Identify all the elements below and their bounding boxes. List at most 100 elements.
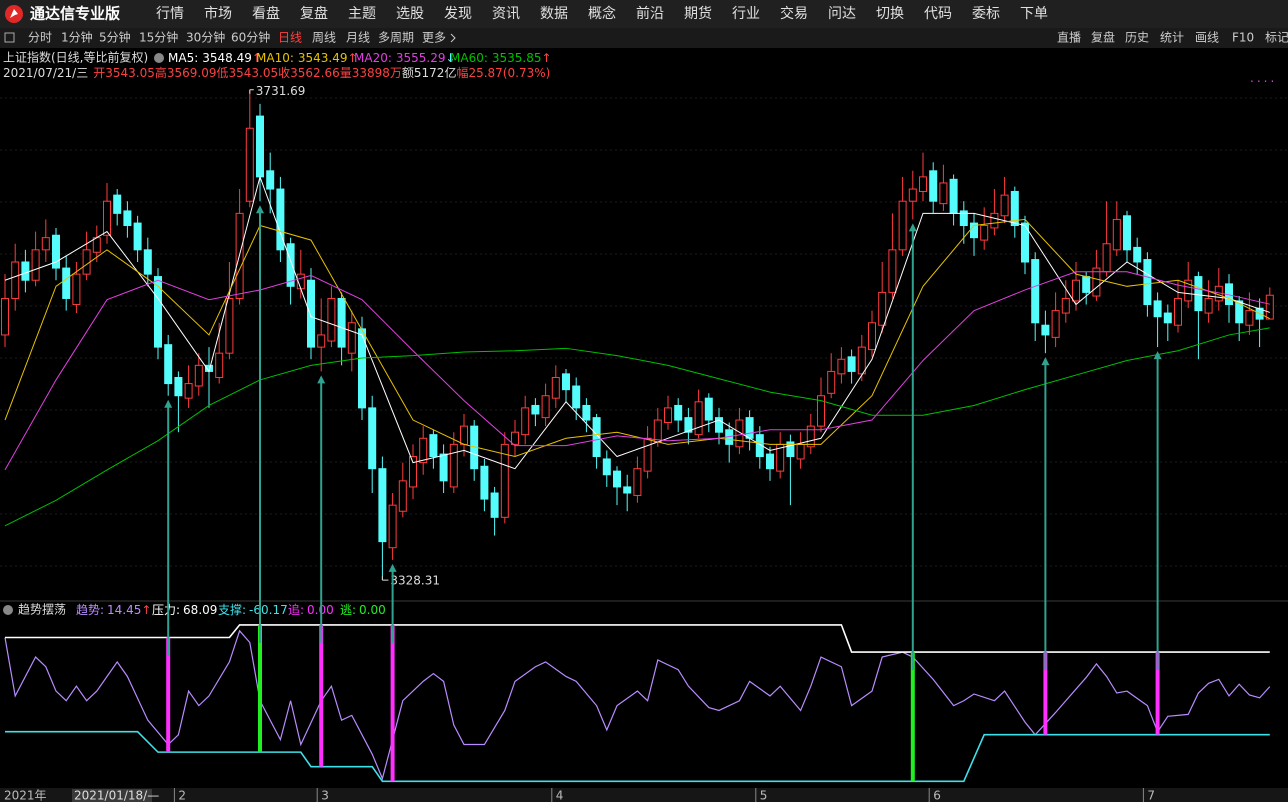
candle-body xyxy=(103,200,111,236)
candle-body xyxy=(439,453,448,482)
tool-button[interactable]: 复盘 xyxy=(1091,30,1115,45)
period-tab[interactable]: 1分钟 xyxy=(61,30,93,45)
ma-name: MA20: xyxy=(354,51,392,65)
menu-item[interactable]: 数据 xyxy=(540,6,568,22)
candle-body xyxy=(21,261,30,281)
period-tab[interactable]: 日线 xyxy=(278,31,302,45)
chart-title: 上证指数(日线,等比前复权) xyxy=(3,50,148,65)
candle-body xyxy=(868,322,876,351)
period-tab[interactable]: 更多 xyxy=(422,31,446,45)
menu-item[interactable]: 切换 xyxy=(876,5,904,22)
candle-body xyxy=(1010,190,1019,227)
period-tab[interactable]: 5分钟 xyxy=(99,30,131,45)
quote-stat: 收3562.66 xyxy=(278,66,340,80)
signal-bar xyxy=(1155,652,1160,735)
tool-button[interactable]: 画线 xyxy=(1195,31,1219,45)
candle-body xyxy=(133,222,142,251)
menu-item[interactable]: 资讯 xyxy=(492,6,520,22)
tool-button[interactable]: 历史 xyxy=(1125,31,1149,45)
menu-item[interactable]: 代码 xyxy=(924,6,952,22)
menu-item[interactable]: 概念 xyxy=(588,5,616,22)
candle-body xyxy=(959,210,968,227)
candle-body xyxy=(327,297,336,342)
app-title: 通达信专业版 xyxy=(30,5,120,23)
tool-button[interactable]: 标记 xyxy=(1265,31,1288,45)
candle-body xyxy=(1174,297,1182,326)
x-tick-label: 3 xyxy=(321,789,329,802)
signal-bar xyxy=(319,624,324,767)
menu-item[interactable]: 复盘 xyxy=(300,5,328,22)
candle-body xyxy=(194,364,203,387)
menu-item[interactable]: 交易 xyxy=(780,5,808,22)
tool-button[interactable]: F10 xyxy=(1232,31,1254,45)
period-tab[interactable]: 多周期 xyxy=(378,31,414,45)
tool-button[interactable]: 统计 xyxy=(1160,31,1184,45)
logo-mark xyxy=(10,9,18,18)
low-marker xyxy=(381,576,389,581)
menu-item[interactable]: 下单 xyxy=(1020,6,1048,22)
period-tab[interactable]: 周线 xyxy=(312,31,336,45)
candle-body xyxy=(419,437,428,464)
menu-item[interactable]: 期货 xyxy=(684,5,712,22)
ma-value: 3555.29 xyxy=(396,51,446,65)
candle-body xyxy=(796,443,805,460)
indicator-legend: 追:0.00 xyxy=(288,602,334,617)
pressure-line xyxy=(5,624,1270,653)
legend-name: 逃: xyxy=(340,603,356,617)
settings-icon xyxy=(154,53,164,63)
menu-item[interactable]: 委标 xyxy=(972,6,1000,22)
period-tab[interactable]: 月线 xyxy=(346,31,370,45)
period-tab[interactable]: 60分钟 xyxy=(231,30,270,45)
candle-body xyxy=(256,115,264,178)
menu-item[interactable]: 问达 xyxy=(828,6,856,22)
candle-body xyxy=(225,297,234,354)
menu-item[interactable]: 市场 xyxy=(204,5,232,22)
candle-body xyxy=(1235,300,1244,324)
candle-body xyxy=(674,404,683,421)
cursor-date: 2021/01/18/— xyxy=(74,789,159,802)
year-label: 2021年 xyxy=(4,789,47,802)
candle-body xyxy=(154,276,162,348)
quote-stat: 额5172亿 xyxy=(402,65,457,80)
signal-bar xyxy=(910,652,915,782)
candle-body xyxy=(633,468,642,496)
high-marker xyxy=(249,89,254,94)
candle-body xyxy=(429,434,438,458)
candle-body xyxy=(123,210,132,227)
ma-line xyxy=(4,327,1270,527)
candle-body xyxy=(398,480,407,512)
tool-button[interactable]: 直播 xyxy=(1057,31,1081,45)
menu-item[interactable]: 发现 xyxy=(444,6,472,22)
menu-item[interactable]: 选股 xyxy=(396,6,424,22)
candle-body xyxy=(113,194,122,214)
candle-body xyxy=(307,279,315,348)
indicator-legend: 逃: 0.00 xyxy=(340,603,386,617)
period-tab[interactable]: 15分钟 xyxy=(139,30,178,45)
candle-body xyxy=(1123,215,1131,251)
period-tab[interactable]: 分时 xyxy=(28,31,52,45)
menu-item[interactable]: 看盘 xyxy=(252,5,280,22)
menu-item[interactable]: 行情 xyxy=(156,6,184,22)
legend-name: 压力: xyxy=(152,603,180,617)
arrow-head xyxy=(908,223,917,232)
ma-legend: MA20: 3555.29↓ xyxy=(354,51,456,65)
candle-body xyxy=(857,346,866,375)
legend-value: -60.17 xyxy=(249,603,288,617)
candle-body xyxy=(1051,310,1060,338)
candle-body xyxy=(480,465,489,500)
ma-name: MA5: xyxy=(168,51,198,65)
period-tab[interactable]: 30分钟 xyxy=(186,30,225,45)
indicator-legend: 压力: 68.09 xyxy=(152,603,217,617)
ma-name: MA60: xyxy=(450,51,488,65)
ma-arrow: ↑ xyxy=(542,51,552,65)
ma-value: 3548.49 xyxy=(202,51,252,65)
candle-body xyxy=(1245,310,1254,326)
quote-stat: 开3543.05 xyxy=(93,66,155,80)
candle-body xyxy=(623,486,632,494)
candle-body xyxy=(52,234,60,269)
candle-body xyxy=(449,443,458,488)
ma-arrow: ↑ xyxy=(348,51,358,65)
menu-item[interactable]: 行业 xyxy=(732,6,760,22)
menu-item[interactable]: 前沿 xyxy=(636,5,664,22)
menu-item[interactable]: 主题 xyxy=(348,6,376,22)
